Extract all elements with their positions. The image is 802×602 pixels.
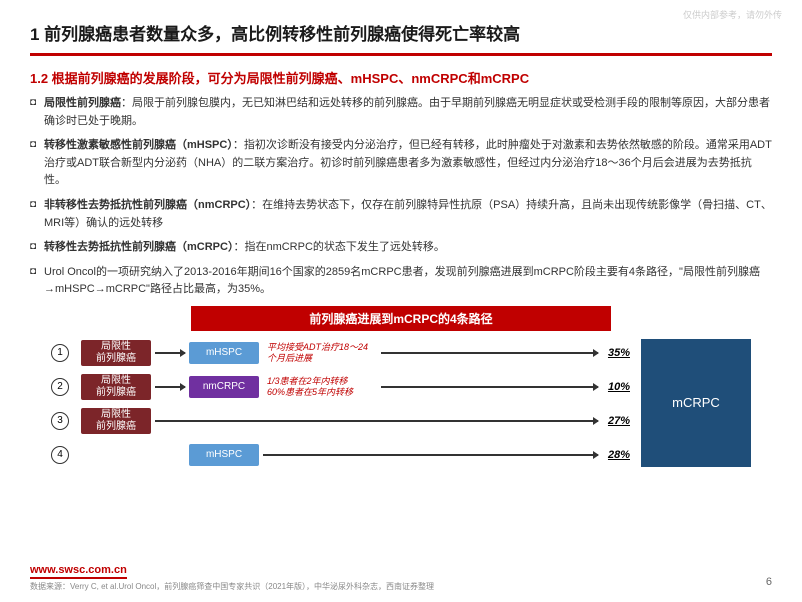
path-1: 1 局限性前列腺癌 mHSPC 平均接受ADT治疗18～24个月后进展 35% — [51, 339, 751, 367]
bold: 非转移性去势抵抗性前列腺癌（nmCRPC） — [44, 199, 251, 211]
arrow-icon — [381, 352, 598, 354]
bullet-2: ◘转移性激素敏感性前列腺癌（mHSPC）：指初次诊断没有接受内分泌治疗，但已经有… — [30, 137, 772, 190]
pct-3: 27% — [608, 415, 630, 427]
mhspc-box: mHSPC — [189, 444, 259, 466]
divider — [30, 53, 772, 56]
nmcrpc-box: nmCRPC — [189, 376, 259, 398]
pct-1: 35% — [608, 347, 630, 359]
note-2: 1/3患者在2年内转移60%患者在5年内转移 — [267, 376, 377, 398]
path-num: 3 — [51, 412, 69, 430]
watermark: 仅供内部参考，请勿外传 — [683, 8, 782, 21]
localized-box: 局限性前列腺癌 — [81, 374, 151, 400]
bullet-3: ◘非转移性去势抵抗性前列腺癌（nmCRPC）：在维持去势状态下，仅存在前列腺特异… — [30, 197, 772, 232]
page-number: 6 — [766, 576, 772, 588]
text: Urol Oncol的一项研究纳入了2013-2016年期间16个国家的2859… — [44, 266, 760, 296]
bullet-icon: ◘ — [30, 137, 44, 190]
bullet-1: ◘局限性前列腺癌：局限于前列腺包膜内，无已知淋巴结和远处转移的前列腺癌。由于早期… — [30, 95, 772, 130]
bold: 局限性前列腺癌 — [44, 97, 121, 109]
arrow-icon — [155, 352, 185, 354]
pct-2: 10% — [608, 381, 630, 393]
bullet-icon: ◘ — [30, 95, 44, 130]
arrow-icon — [263, 454, 598, 456]
path-num: 1 — [51, 344, 69, 362]
bullet-text: Urol Oncol的一项研究纳入了2013-2016年期间16个国家的2859… — [44, 264, 772, 299]
path-2: 2 局限性前列腺癌 nmCRPC 1/3患者在2年内转移60%患者在5年内转移 … — [51, 373, 751, 401]
path-num: 2 — [51, 378, 69, 396]
bullet-5: ◘Urol Oncol的一项研究纳入了2013-2016年期间16个国家的285… — [30, 264, 772, 299]
bullet-icon: ◘ — [30, 239, 44, 257]
path-4: 4 mHSPC 28% — [51, 441, 751, 469]
pct-4: 28% — [608, 449, 630, 461]
bold: 转移性激素敏感性前列腺癌（mHSPC） — [44, 139, 233, 151]
arrow-icon — [155, 386, 185, 388]
bullet-text: 非转移性去势抵抗性前列腺癌（nmCRPC）：在维持去势状态下，仅存在前列腺特异性… — [44, 197, 772, 232]
path-num: 4 — [51, 446, 69, 464]
diagram: mCRPC 1 局限性前列腺癌 mHSPC 平均接受ADT治疗18～24个月后进… — [51, 339, 751, 479]
bold: 转移性去势抵抗性前列腺癌（mCRPC） — [44, 241, 233, 253]
page-title: 1 前列腺癌患者数量众多，高比例转移性前列腺癌使得死亡率较高 — [30, 20, 772, 45]
bullet-text: 转移性去势抵抗性前列腺癌（mCRPC）：指在nmCRPC的状态下发生了远处转移。 — [44, 239, 772, 257]
localized-box: 局限性前列腺癌 — [81, 408, 151, 434]
text: ：局限于前列腺包膜内，无已知淋巴结和远处转移的前列腺癌。由于早期前列腺癌无明显症… — [44, 97, 770, 127]
arrow-icon — [155, 420, 598, 422]
bullet-icon: ◘ — [30, 264, 44, 299]
diagram-title: 前列腺癌进展到mCRPC的4条路径 — [191, 306, 611, 331]
note-1: 平均接受ADT治疗18～24个月后进展 — [267, 342, 377, 364]
arrow-icon — [381, 386, 598, 388]
subtitle: 1.2 根据前列腺癌的发展阶段，可分为局限性前列腺癌、mHSPC、nmCRPC和… — [30, 68, 772, 87]
source: 数据来源：Verry C, et al.Urol Oncol，前列腺癌筛查中国专… — [30, 581, 772, 592]
bullet-4: ◘转移性去势抵抗性前列腺癌（mCRPC）：指在nmCRPC的状态下发生了远处转移… — [30, 239, 772, 257]
localized-box: 局限性前列腺癌 — [81, 340, 151, 366]
bullet-text: 局限性前列腺癌：局限于前列腺包膜内，无已知淋巴结和远处转移的前列腺癌。由于早期前… — [44, 95, 772, 130]
content: ◘局限性前列腺癌：局限于前列腺包膜内，无已知淋巴结和远处转移的前列腺癌。由于早期… — [0, 95, 802, 299]
text: ：指在nmCRPC的状态下发生了远处转移。 — [233, 241, 444, 253]
bullet-icon: ◘ — [30, 197, 44, 232]
path-3: 3 局限性前列腺癌 27% — [51, 407, 751, 435]
bullet-text: 转移性激素敏感性前列腺癌（mHSPC）：指初次诊断没有接受内分泌治疗，但已经有转… — [44, 137, 772, 190]
footer: www.swsc.com.cn 数据来源：Verry C, et al.Urol… — [30, 560, 772, 592]
title-bar: 1 前列腺癌患者数量众多，高比例转移性前列腺癌使得死亡率较高 — [0, 0, 802, 53]
footer-url: www.swsc.com.cn — [30, 564, 127, 579]
mhspc-box: mHSPC — [189, 342, 259, 364]
